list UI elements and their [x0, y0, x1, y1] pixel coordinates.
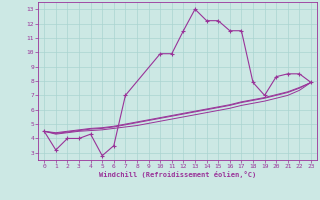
X-axis label: Windchill (Refroidissement éolien,°C): Windchill (Refroidissement éolien,°C): [99, 171, 256, 178]
